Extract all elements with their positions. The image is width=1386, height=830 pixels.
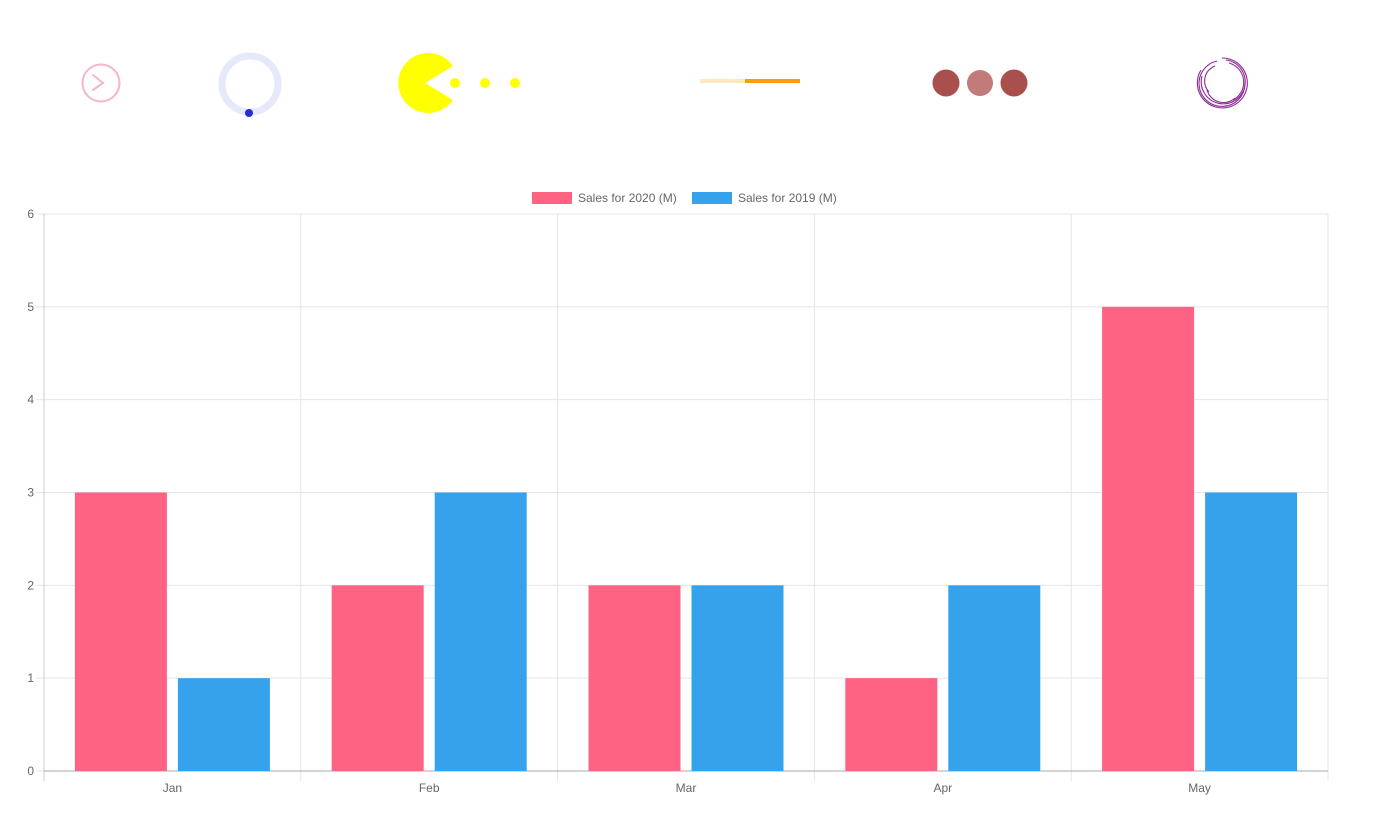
spiral-loader-icon [1196, 57, 1248, 109]
legend-swatch [692, 192, 732, 204]
bar-jan-series-1 [74, 492, 167, 771]
y-tick-label: 0 [27, 764, 34, 778]
bar-feb-series-2 [434, 492, 527, 771]
bar-may-series-1 [1102, 306, 1195, 771]
y-tick-label: 3 [27, 486, 34, 500]
three-dots-loader-icon [932, 69, 1028, 97]
y-tick-label: 4 [27, 393, 34, 407]
sales-bar-chart: 0 1 2 3 4 5 6 Jan Feb Mar Apr May Sales for 2020 (M)… [27, 191, 1329, 795]
x-tick-label: Jan [163, 781, 182, 795]
y-tick-label: 2 [27, 578, 34, 592]
bar-apr-series-2 [948, 585, 1041, 771]
bar-mar-series-2 [691, 585, 784, 771]
pacman-loader-icon [398, 53, 520, 113]
bar-apr-series-1 [845, 678, 938, 771]
legend-swatch [532, 192, 572, 204]
y-tick-label: 1 [27, 671, 34, 685]
loaders-row [0, 0, 1386, 170]
ring-dot-loader-icon [218, 52, 282, 117]
line-progress-loader-icon [700, 79, 800, 83]
bar-feb-series-1 [331, 585, 424, 771]
x-tick-label: Mar [676, 781, 697, 795]
legend-label: Sales for 2019 (M) [738, 191, 837, 205]
y-tick-label: 5 [27, 300, 34, 314]
x-tick-label: Apr [933, 781, 952, 795]
bar-may-series-2 [1205, 492, 1298, 771]
x-tick-label: May [1188, 781, 1211, 795]
y-tick-label: 6 [27, 207, 34, 221]
bar-jan-series-2 [177, 678, 270, 771]
arrow-circle-loader-icon [81, 63, 121, 103]
legend-label: Sales for 2020 (M) [578, 191, 677, 205]
x-tick-label: Feb [419, 781, 440, 795]
bar-mar-series-1 [588, 585, 681, 771]
